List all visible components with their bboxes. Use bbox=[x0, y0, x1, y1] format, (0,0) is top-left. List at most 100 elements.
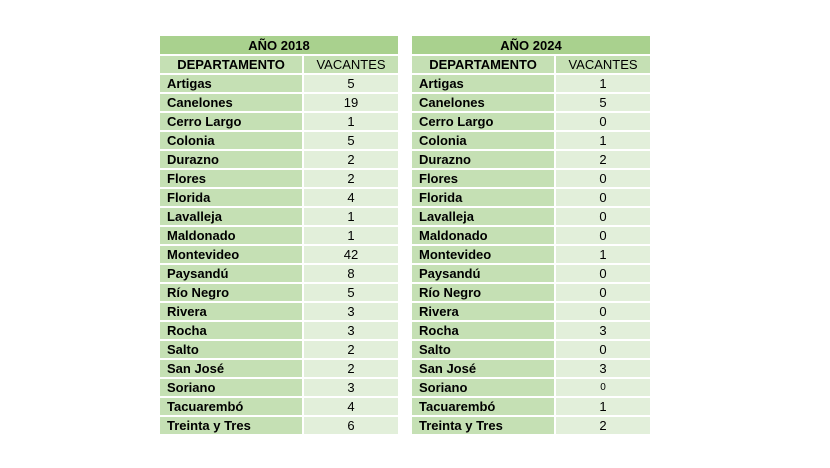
vacancies-cell: 1 bbox=[304, 227, 400, 246]
table-row: Maldonado 0 bbox=[412, 227, 652, 246]
header-vacantes: VACANTES bbox=[556, 56, 652, 75]
vacancies-cell: 1 bbox=[556, 132, 652, 151]
table-row: San José 3 bbox=[412, 360, 652, 379]
table-row: Salto 2 bbox=[160, 341, 400, 360]
table-row: Soriano 3 bbox=[160, 379, 400, 398]
department-cell: Rivera bbox=[412, 303, 556, 322]
table-row: Salto 0 bbox=[412, 341, 652, 360]
department-cell: Canelones bbox=[412, 94, 556, 113]
vacancies-cell: 2 bbox=[304, 151, 400, 170]
table-body-2024: Artigas 1 Canelones 5 Cerro Largo 0 Colonia 1 Du… bbox=[412, 75, 652, 436]
department-cell: Cerro Largo bbox=[412, 113, 556, 132]
vacancies-cell: 4 bbox=[304, 398, 400, 417]
department-cell: Artigas bbox=[160, 75, 304, 94]
vacancies-cell: 2 bbox=[304, 170, 400, 189]
table-row: Lavalleja 1 bbox=[160, 208, 400, 227]
vacancies-cell: 1 bbox=[304, 113, 400, 132]
department-cell: Treinta y Tres bbox=[412, 417, 556, 436]
vacancies-cell: 3 bbox=[304, 379, 400, 398]
table-row: Artigas 1 bbox=[412, 75, 652, 94]
department-cell: Tacuarembó bbox=[412, 398, 556, 417]
table-row: San José 2 bbox=[160, 360, 400, 379]
table-row: Canelones 19 bbox=[160, 94, 400, 113]
header-departamento: DEPARTAMENTO bbox=[412, 56, 556, 75]
department-cell: Colonia bbox=[412, 132, 556, 151]
department-cell: Rocha bbox=[412, 322, 556, 341]
vacancies-cell: 8 bbox=[304, 265, 400, 284]
table-row: Paysandú 0 bbox=[412, 265, 652, 284]
vacancies-cell: 0 bbox=[556, 379, 652, 398]
department-cell: Rocha bbox=[160, 322, 304, 341]
vacancies-cell: 1 bbox=[556, 398, 652, 417]
department-cell: Florida bbox=[412, 189, 556, 208]
vacancies-cell: 3 bbox=[556, 322, 652, 341]
vacancies-cell: 0 bbox=[556, 284, 652, 303]
vacancies-cell: 3 bbox=[556, 360, 652, 379]
department-cell: San José bbox=[160, 360, 304, 379]
vacancies-cell: 1 bbox=[556, 246, 652, 265]
table-row: Rivera 0 bbox=[412, 303, 652, 322]
table-row: Río Negro 0 bbox=[412, 284, 652, 303]
table-row: Tacuarembó 4 bbox=[160, 398, 400, 417]
department-cell: San José bbox=[412, 360, 556, 379]
table-row: Artigas 5 bbox=[160, 75, 400, 94]
table-row: Durazno 2 bbox=[160, 151, 400, 170]
vacancies-cell: 3 bbox=[304, 303, 400, 322]
vacancies-cell: 2 bbox=[556, 151, 652, 170]
vacancies-cell: 3 bbox=[304, 322, 400, 341]
department-cell: Río Negro bbox=[412, 284, 556, 303]
department-cell: Tacuarembó bbox=[160, 398, 304, 417]
vacancies-cell: 42 bbox=[304, 246, 400, 265]
department-cell: Treinta y Tres bbox=[160, 417, 304, 436]
table-row: Tacuarembó 1 bbox=[412, 398, 652, 417]
table-title-2024: AÑO 2024 bbox=[412, 36, 652, 56]
table-row: Lavalleja 0 bbox=[412, 208, 652, 227]
department-cell: Cerro Largo bbox=[160, 113, 304, 132]
vacancies-cell: 6 bbox=[304, 417, 400, 436]
department-cell: Paysandú bbox=[160, 265, 304, 284]
department-cell: Canelones bbox=[160, 94, 304, 113]
table-row: Maldonado 1 bbox=[160, 227, 400, 246]
vacancies-cell: 1 bbox=[304, 208, 400, 227]
department-cell: Río Negro bbox=[160, 284, 304, 303]
table-2024: AÑO 2024 DEPARTAMENTO VACANTES Artigas 1 C… bbox=[412, 36, 652, 436]
department-cell: Durazno bbox=[160, 151, 304, 170]
table-row: Montevideo 1 bbox=[412, 246, 652, 265]
table-row: Rocha 3 bbox=[412, 322, 652, 341]
vacancies-cell: 0 bbox=[556, 265, 652, 284]
table-row: Soriano 0 bbox=[412, 379, 652, 398]
table-row: Florida 4 bbox=[160, 189, 400, 208]
department-cell: Maldonado bbox=[412, 227, 556, 246]
table-row: Rocha 3 bbox=[160, 322, 400, 341]
table-row: Canelones 5 bbox=[412, 94, 652, 113]
table-2018: AÑO 2018 DEPARTAMENTO VACANTES Artigas 5 C… bbox=[160, 36, 400, 436]
table-row: Flores 0 bbox=[412, 170, 652, 189]
department-cell: Artigas bbox=[412, 75, 556, 94]
table-row: Treinta y Tres 6 bbox=[160, 417, 400, 436]
department-cell: Flores bbox=[160, 170, 304, 189]
vacancies-cell: 2 bbox=[556, 417, 652, 436]
department-cell: Paysandú bbox=[412, 265, 556, 284]
department-cell: Montevideo bbox=[160, 246, 304, 265]
vacancies-cell: 0 bbox=[556, 208, 652, 227]
table-row: Colonia 1 bbox=[412, 132, 652, 151]
table-row: Rivera 3 bbox=[160, 303, 400, 322]
header-departamento: DEPARTAMENTO bbox=[160, 56, 304, 75]
table-row: Flores 2 bbox=[160, 170, 400, 189]
vacancies-cell: 5 bbox=[304, 284, 400, 303]
vacancies-cell: 4 bbox=[304, 189, 400, 208]
vacancies-cell: 2 bbox=[304, 360, 400, 379]
vacancies-cell: 5 bbox=[556, 94, 652, 113]
table-row: Paysandú 8 bbox=[160, 265, 400, 284]
department-cell: Rivera bbox=[160, 303, 304, 322]
department-cell: Flores bbox=[412, 170, 556, 189]
department-cell: Colonia bbox=[160, 132, 304, 151]
department-cell: Lavalleja bbox=[160, 208, 304, 227]
table-row: Durazno 2 bbox=[412, 151, 652, 170]
table-row: Cerro Largo 0 bbox=[412, 113, 652, 132]
department-cell: Soriano bbox=[160, 379, 304, 398]
header-vacantes: VACANTES bbox=[304, 56, 400, 75]
table-row: Treinta y Tres 2 bbox=[412, 417, 652, 436]
department-cell: Soriano bbox=[412, 379, 556, 398]
vacancies-cell: 0 bbox=[556, 227, 652, 246]
